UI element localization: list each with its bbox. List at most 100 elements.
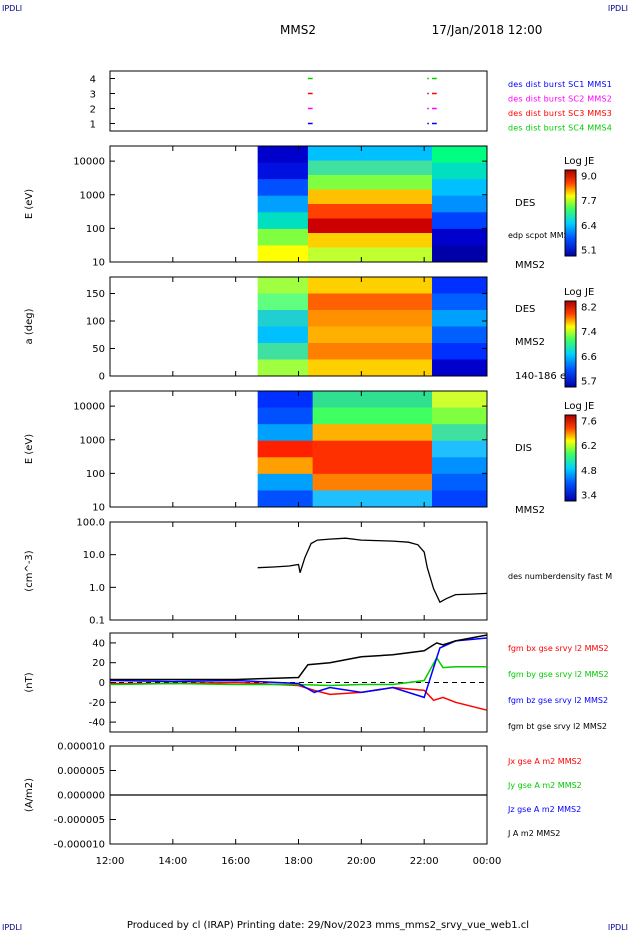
burst-panel-ytick-label: 2: [90, 105, 96, 116]
des-pitch-side-label: DES: [515, 304, 535, 315]
des-energy-side-label: DES: [515, 198, 535, 209]
dis-energy-ylabel: E (eV): [24, 434, 35, 464]
des-energy-cell: [432, 146, 488, 164]
des-energy-side-label: edp scpot MMS2: [508, 231, 574, 240]
des-energy-colorbar-tick: 9.0: [581, 172, 597, 183]
bfield-series-line: [110, 681, 488, 711]
density-ytick-label: 1.0: [89, 583, 105, 594]
spacecraft-title: MMS2: [280, 23, 316, 37]
des-pitch-colorbar-tick: 6.6: [581, 352, 597, 363]
des-pitch-ytick-label: 150: [86, 289, 105, 300]
des-pitch-cell: [307, 326, 433, 344]
des-energy-cell: [432, 195, 488, 213]
burst-legend-label: des dist burst SC3 MMS3: [508, 109, 612, 118]
density-ytick-label: 0.1: [89, 616, 105, 627]
panels: 1 2 3 4 des dist burst SC1 MMS1 des dist burs…: [24, 70, 612, 867]
des-pitch-cell: [307, 310, 433, 327]
burst-panel-ytick-label: 4: [90, 75, 96, 86]
des-pitch-cell: [432, 326, 488, 344]
burst-panel-ytick-label: 3: [90, 90, 96, 101]
corner-label-bottom-left: IPDLI: [2, 923, 23, 932]
des-pitch-cell: [257, 326, 309, 344]
des-pitch-cell: [307, 359, 433, 377]
bfield-legend-label: fgm by gse srvy l2 MMS2: [508, 670, 609, 679]
time-axis-label: 14:00: [158, 856, 187, 867]
dis-energy-cell: [432, 407, 488, 425]
des-energy-cell: [307, 189, 433, 205]
density-legend-label: des numberdensity fast M: [508, 572, 612, 581]
des-energy-cell: [307, 160, 433, 176]
des-energy-cell: [257, 195, 309, 213]
dis-energy-cell: [257, 473, 314, 491]
dis-energy-cell: [312, 407, 433, 425]
des-energy-cell: [257, 179, 309, 197]
dis-energy-cell: [257, 457, 314, 475]
des-pitch-cell: [257, 343, 309, 360]
des-energy-side-label: MMS2: [515, 260, 545, 271]
dis-energy-cell: [432, 490, 488, 508]
current-ytick-label: 0.000000: [57, 791, 105, 802]
des-pitch-cell: [307, 277, 433, 294]
des-energy-colorbar-tick: 6.4: [581, 221, 597, 232]
dis-energy-ytick-label: 10: [92, 503, 105, 514]
des-energy-cell: [257, 146, 309, 164]
des-energy-ytick-label: 1000: [80, 190, 105, 201]
dis-energy-side-label: MMS2: [515, 505, 545, 516]
dis-energy-colorbar-title: Log JE: [564, 401, 594, 412]
current-ytick-label: -0.000005: [54, 815, 105, 826]
time-axis-label: 20:00: [347, 856, 376, 867]
dis-energy-cell: [257, 440, 314, 458]
dis-energy-cell: [432, 473, 488, 491]
density-series-line: [257, 537, 488, 604]
corner-label-top-right: IPDLI: [607, 4, 628, 13]
density-frame: [109, 521, 488, 621]
des-pitch-cell: [432, 310, 488, 327]
current-legend-label: Jy gse A m2 MMS2: [507, 781, 582, 790]
des-energy-cell: [432, 245, 488, 263]
dis-energy-cell: [312, 391, 433, 409]
des-energy-cell: [257, 245, 309, 263]
des-energy-colorbar-title: Log JE: [564, 156, 594, 167]
des-pitch-colorbar-tick: 8.2: [581, 303, 597, 314]
current-ytick-label: -0.000010: [54, 840, 105, 851]
time-axis-label: 12:00: [96, 856, 125, 867]
burst-legend-label: des dist burst SC1 MMS1: [508, 80, 612, 89]
des-energy-cell: [307, 204, 433, 219]
des-pitch-colorbar: [564, 300, 577, 388]
date-title: 17/Jan/2018 12:00: [432, 23, 543, 37]
bfield-ytick-label: 20: [92, 658, 105, 669]
dis-energy-cell: [312, 473, 433, 491]
bfield-legend-label: fgm bz gse srvy l2 MMS2: [508, 696, 608, 705]
dis-energy-cell: [312, 424, 433, 442]
dis-energy-cell: [257, 490, 314, 508]
des-energy-cell: [257, 162, 309, 180]
des-energy-cell: [307, 175, 433, 190]
dis-energy-cell: [312, 457, 433, 475]
dis-energy-cell: [432, 391, 488, 409]
des-pitch-colorbar-tick: 7.4: [581, 327, 597, 338]
time-axis-label: 16:00: [221, 856, 250, 867]
des-energy-cell: [307, 247, 433, 263]
des-energy-cell: [432, 162, 488, 180]
des-pitch-cell: [257, 277, 309, 294]
des-pitch-ylabel: a (deg): [24, 308, 35, 344]
des-pitch-cell: [257, 359, 309, 377]
dis-energy-ytick-label: 10000: [73, 402, 105, 413]
dis-energy-side-label: DIS: [515, 443, 532, 454]
dis-energy-colorbar-tick: 7.6: [581, 417, 597, 428]
bfield-series-line: [109, 637, 488, 699]
des-energy-cell: [257, 212, 309, 230]
des-pitch-colorbar-title: Log JE: [564, 287, 594, 298]
burst-legend-label: des dist burst SC2 MMS2: [508, 95, 612, 104]
des-energy-cell: [432, 179, 488, 197]
dis-energy-cell: [432, 440, 488, 458]
bfield-ylabel: (nT): [24, 672, 35, 692]
des-energy-ytick-label: 100: [86, 224, 105, 235]
dis-energy-cell: [432, 457, 488, 475]
density-ytick-label: 10.0: [83, 550, 105, 561]
dis-energy-cell: [257, 407, 314, 425]
des-energy-cell: [307, 146, 433, 161]
des-pitch-cell: [307, 293, 433, 311]
bfield-legend-label: fgm bx gse srvy l2 MMS2: [508, 644, 609, 653]
